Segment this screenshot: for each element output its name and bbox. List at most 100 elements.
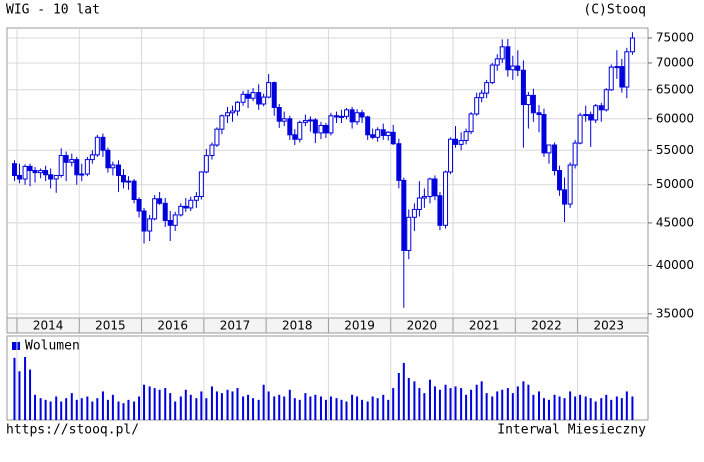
candle-body (499, 46, 505, 60)
volume-bar (29, 369, 32, 420)
volume-bar (91, 401, 94, 420)
candle-body (427, 178, 433, 198)
candle-body (74, 159, 80, 176)
volume-bar (625, 391, 628, 420)
candle-body (167, 219, 173, 226)
candle-body (614, 66, 620, 69)
candle-body (343, 109, 349, 117)
candle-body (157, 198, 163, 204)
volume-bar (133, 401, 136, 420)
volume-bar (480, 381, 483, 420)
volume-bar (615, 396, 618, 420)
candle-body (401, 179, 407, 251)
candle-body (567, 164, 573, 205)
candle-body (370, 134, 376, 138)
candle-body (89, 154, 95, 161)
candle-body (479, 92, 485, 99)
volume-bar (153, 388, 156, 420)
volume-bar (631, 396, 634, 420)
candle-body (323, 124, 329, 134)
candle-body (152, 198, 158, 220)
candle-body (225, 112, 231, 117)
x-tick-label: 2018 (282, 319, 313, 333)
volume-bar (491, 396, 494, 420)
volume-bar (215, 391, 218, 420)
volume-bar (324, 399, 327, 420)
candle-body (271, 82, 277, 108)
volume-bar (563, 398, 566, 420)
volume-bar (106, 399, 109, 420)
candle-body (593, 105, 599, 121)
candle-body (557, 170, 563, 191)
volume-bar (169, 393, 172, 420)
url[interactable]: https://stooq.pl/ (6, 423, 139, 438)
candle-body (84, 159, 90, 175)
candle-body (105, 149, 111, 169)
candle-body (38, 170, 44, 174)
volume-bar (418, 388, 421, 420)
candle-body (349, 109, 355, 123)
volume-bar (569, 391, 572, 420)
candle-body (515, 65, 521, 71)
volume-bar (39, 398, 42, 420)
source: (C)Stooq (583, 3, 646, 18)
candle-body (411, 208, 417, 218)
volume-bar (205, 398, 208, 420)
volume-bar (267, 391, 270, 420)
volume-bar (309, 396, 312, 420)
x-tick-label: 2014 (33, 319, 64, 333)
volume-bar (397, 372, 400, 420)
candle-body (22, 165, 28, 180)
candle-body (546, 144, 552, 154)
candle-body (94, 136, 100, 156)
volume-bar (127, 399, 130, 420)
volume-bar (304, 393, 307, 420)
plot-frame (6, 27, 649, 319)
volume-bar (610, 399, 613, 420)
candle-body (116, 164, 122, 176)
volume-bar (247, 394, 250, 420)
candle-body (125, 180, 131, 183)
candle-body (588, 114, 594, 121)
volume-bar (70, 393, 73, 420)
x-tick-label: 2019 (344, 319, 375, 333)
volume-bar (371, 396, 374, 420)
volume-bar (438, 389, 441, 420)
volume-bar (527, 384, 530, 420)
candle-body (375, 129, 381, 138)
volume-bar (164, 388, 167, 420)
candle-body (209, 144, 215, 157)
candle-body (297, 121, 303, 140)
candle-body (489, 64, 495, 84)
volume-bar (329, 396, 332, 420)
candle-body (624, 51, 630, 88)
candle-body (365, 116, 371, 136)
volume-bar (174, 401, 177, 420)
volume-bar (65, 398, 68, 420)
candle-body (219, 115, 225, 130)
candle-body (261, 96, 267, 105)
candle-body (380, 129, 386, 136)
y-tick-label: 75000 (656, 30, 694, 44)
x-tick-label: 2020 (407, 319, 438, 333)
volume-bar (413, 381, 416, 420)
candle-body (136, 199, 142, 212)
candle-body (234, 101, 240, 112)
candle-body (198, 171, 204, 198)
volume-bar (553, 394, 556, 420)
volume-bar (345, 401, 348, 420)
volume-bar (236, 388, 239, 420)
volume-bar (210, 386, 213, 420)
volume-bar (522, 381, 525, 420)
volume-bar (262, 384, 265, 420)
x-tick-label: 2021 (469, 319, 500, 333)
candle-body (583, 114, 589, 117)
candle-body (16, 174, 22, 180)
candle-body (572, 142, 578, 166)
candle-body (525, 94, 531, 106)
volume-bar (600, 398, 603, 420)
volume-bar (340, 399, 343, 420)
volume-bar (138, 396, 141, 420)
volume-bar (454, 386, 457, 420)
candle-body (421, 196, 427, 199)
